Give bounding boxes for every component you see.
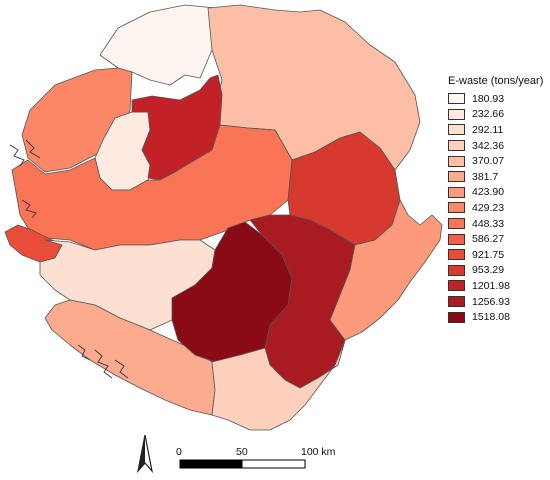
north-arrow-icon bbox=[136, 434, 154, 474]
legend-item: 180.93 bbox=[448, 91, 548, 107]
legend-item: 448.33 bbox=[448, 216, 548, 232]
legend-swatch bbox=[448, 186, 465, 198]
legend: E-waste (tons/year) 180.93 232.66 292.11 34… bbox=[448, 75, 548, 325]
legend-swatch bbox=[448, 171, 465, 183]
legend-swatch bbox=[448, 233, 465, 245]
legend-label: 180.93 bbox=[472, 92, 505, 105]
legend-label: 586.27 bbox=[472, 233, 505, 246]
district-southeast bbox=[211, 339, 346, 431]
legend-item: 342.36 bbox=[448, 138, 548, 154]
legend-item: 381.7 bbox=[448, 169, 548, 185]
scale-label-0: 0 bbox=[176, 446, 182, 458]
scale-label-100: 100 km bbox=[301, 446, 336, 458]
legend-swatch bbox=[448, 311, 465, 323]
coastline-detail bbox=[9, 139, 129, 379]
legend-items: 180.93 232.66 292.11 342.36 370.07 381.7 423.9… bbox=[448, 91, 548, 325]
legend-label: 342.36 bbox=[472, 139, 505, 152]
legend-item: 232.66 bbox=[448, 107, 548, 123]
legend-item: 292.11 bbox=[448, 122, 548, 138]
legend-swatch bbox=[448, 155, 465, 167]
legend-item: 953.29 bbox=[448, 263, 548, 279]
legend-swatch bbox=[448, 218, 465, 230]
legend-label: 1201.98 bbox=[472, 279, 510, 292]
legend-label: 381.7 bbox=[472, 170, 499, 183]
legend-swatch bbox=[448, 108, 465, 120]
legend-label: 1256.93 bbox=[472, 295, 510, 308]
legend-item: 921.75 bbox=[448, 247, 548, 263]
legend-swatch bbox=[448, 140, 465, 152]
legend-swatch bbox=[448, 280, 465, 292]
legend-item: 1518.08 bbox=[448, 309, 548, 325]
legend-swatch bbox=[448, 264, 465, 276]
legend-item: 1256.93 bbox=[448, 294, 548, 310]
legend-label: 429.23 bbox=[472, 201, 505, 214]
legend-swatch bbox=[448, 296, 465, 308]
legend-item: 1201.98 bbox=[448, 278, 548, 294]
legend-label: 1518.08 bbox=[472, 311, 510, 324]
legend-label: 292.11 bbox=[472, 123, 504, 136]
legend-swatch bbox=[448, 124, 465, 136]
scale-bar-segment-1 bbox=[179, 459, 243, 469]
legend-item: 586.27 bbox=[448, 231, 548, 247]
scale-bar: 0 50 100 km bbox=[176, 446, 336, 469]
district-kailahun-east bbox=[329, 199, 443, 341]
legend-swatch bbox=[448, 202, 465, 214]
legend-item: 423.90 bbox=[448, 185, 548, 201]
legend-item: 370.07 bbox=[448, 153, 548, 169]
legend-label: 370.07 bbox=[472, 155, 505, 168]
legend-label: 921.75 bbox=[472, 248, 505, 261]
legend-item: 429.23 bbox=[448, 200, 548, 216]
legend-swatch bbox=[448, 249, 465, 261]
legend-label: 448.33 bbox=[472, 217, 505, 230]
scale-bar-segment-2 bbox=[241, 459, 306, 469]
legend-label: 423.90 bbox=[472, 186, 505, 199]
legend-label: 953.29 bbox=[472, 264, 505, 277]
legend-swatch bbox=[448, 93, 465, 105]
legend-title: E-waste (tons/year) bbox=[448, 75, 544, 87]
scale-label-50: 50 bbox=[236, 446, 248, 458]
legend-label: 232.66 bbox=[472, 108, 505, 121]
